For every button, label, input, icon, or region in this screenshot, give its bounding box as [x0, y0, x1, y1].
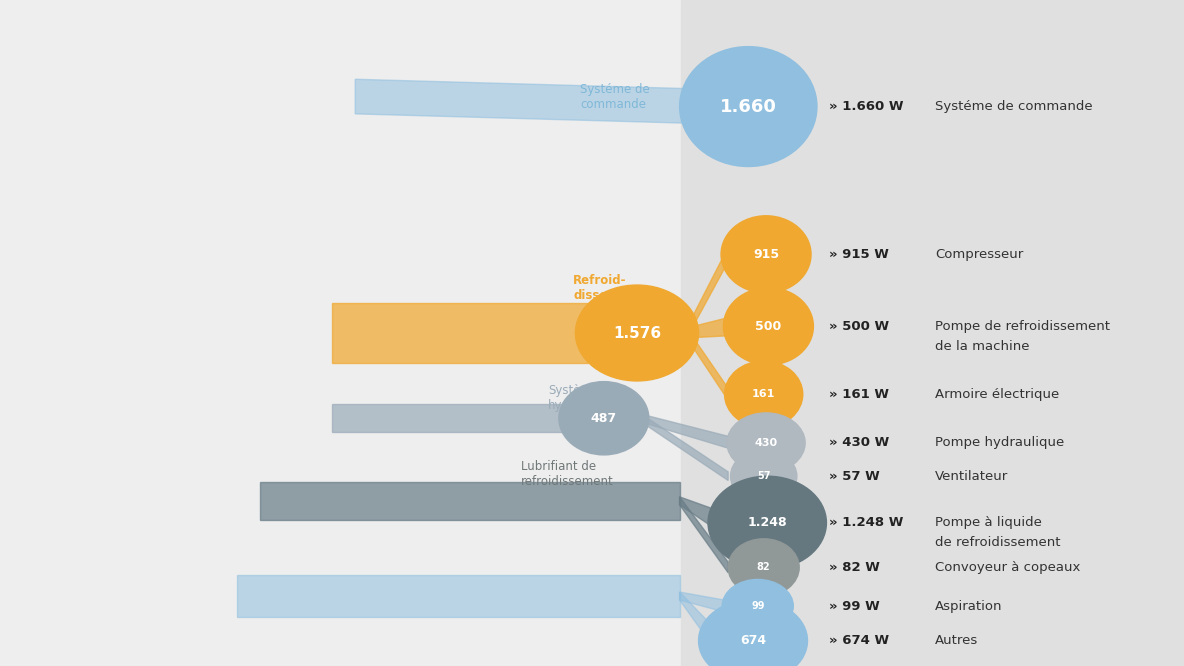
- Polygon shape: [687, 317, 731, 338]
- Text: » 57 W: » 57 W: [829, 470, 880, 483]
- Text: 1.248: 1.248: [747, 516, 787, 529]
- Text: 99: 99: [751, 601, 765, 611]
- Polygon shape: [332, 303, 588, 363]
- Text: Pompe de refroidissement: Pompe de refroidissement: [935, 320, 1111, 333]
- Text: » 674 W: » 674 W: [829, 634, 889, 647]
- Text: 161: 161: [752, 389, 776, 400]
- Ellipse shape: [680, 47, 817, 166]
- Polygon shape: [332, 404, 571, 432]
- Text: Aspiration: Aspiration: [935, 599, 1003, 613]
- Polygon shape: [687, 247, 728, 338]
- Polygon shape: [680, 592, 716, 651]
- Ellipse shape: [727, 413, 805, 473]
- Text: Système
hydraulique: Système hydraulique: [548, 384, 619, 412]
- Ellipse shape: [559, 382, 649, 455]
- Ellipse shape: [699, 599, 807, 666]
- Text: » 1.248 W: » 1.248 W: [829, 516, 903, 529]
- Polygon shape: [355, 79, 710, 124]
- Polygon shape: [260, 482, 680, 520]
- Text: 82: 82: [757, 562, 771, 573]
- Ellipse shape: [728, 539, 799, 596]
- Text: 500: 500: [755, 320, 781, 333]
- Polygon shape: [237, 575, 680, 617]
- Text: 674: 674: [740, 634, 766, 647]
- Text: 1.660: 1.660: [720, 97, 777, 116]
- Polygon shape: [687, 328, 728, 400]
- Ellipse shape: [731, 450, 797, 503]
- Ellipse shape: [725, 361, 803, 428]
- Text: » 161 W: » 161 W: [829, 388, 889, 401]
- Text: Systéme de commande: Systéme de commande: [935, 100, 1093, 113]
- Text: Autres: Autres: [935, 634, 979, 647]
- Polygon shape: [680, 497, 722, 533]
- Polygon shape: [642, 414, 731, 449]
- Text: » 915 W: » 915 W: [829, 248, 889, 261]
- Text: Pompe hydraulique: Pompe hydraulique: [935, 436, 1064, 450]
- Text: » 1.660 W: » 1.660 W: [829, 100, 903, 113]
- Text: 57: 57: [757, 471, 771, 482]
- Polygon shape: [680, 497, 728, 573]
- Text: » 82 W: » 82 W: [829, 561, 880, 574]
- Text: » 430 W: » 430 W: [829, 436, 889, 450]
- Text: 430: 430: [754, 438, 778, 448]
- Text: Lubrifiant de
refroidissement: Lubrifiant de refroidissement: [521, 460, 613, 488]
- Text: Ventilateur: Ventilateur: [935, 470, 1009, 483]
- Bar: [0, 0, 681, 666]
- Text: Systéme de
commande: Systéme de commande: [580, 83, 650, 111]
- Text: Convoyeur à copeaux: Convoyeur à copeaux: [935, 561, 1081, 574]
- Text: » 500 W: » 500 W: [829, 320, 889, 333]
- Text: Pompe à liquide: Pompe à liquide: [935, 516, 1042, 529]
- Text: de refroidissement: de refroidissement: [935, 536, 1061, 549]
- Polygon shape: [680, 592, 725, 612]
- Polygon shape: [642, 414, 728, 481]
- Text: Armoire électrique: Armoire électrique: [935, 388, 1060, 401]
- Text: 1.576: 1.576: [613, 326, 661, 340]
- Text: 487: 487: [591, 412, 617, 425]
- Ellipse shape: [575, 285, 699, 381]
- Text: » 99 W: » 99 W: [829, 599, 880, 613]
- Text: Compresseur: Compresseur: [935, 248, 1024, 261]
- Text: Refroid-
dissement: Refroid- dissement: [573, 274, 642, 302]
- Ellipse shape: [723, 288, 813, 365]
- Text: 915: 915: [753, 248, 779, 261]
- Bar: [681, 0, 1184, 666]
- Text: de la machine: de la machine: [935, 340, 1030, 353]
- Ellipse shape: [708, 476, 826, 569]
- Ellipse shape: [722, 579, 793, 633]
- Ellipse shape: [721, 216, 811, 293]
